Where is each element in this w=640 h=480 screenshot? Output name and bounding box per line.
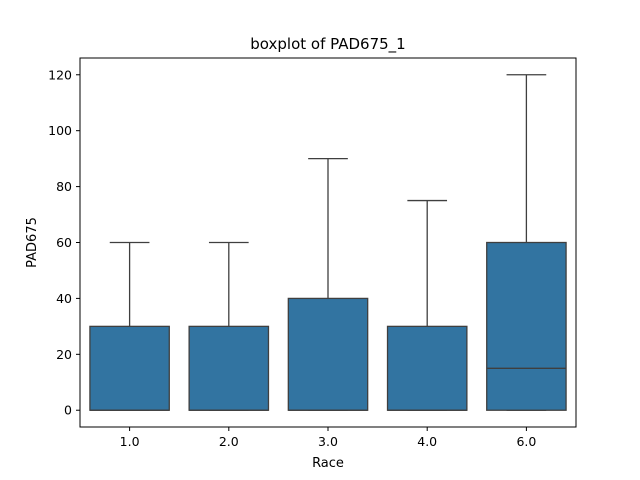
x-axis: 1.0 2.0 3.0 4.0 6.0 — [120, 427, 536, 449]
box — [486, 241, 567, 411]
y-axis-label: PAD675 — [25, 217, 40, 268]
x-axis-label: Race — [312, 456, 344, 471]
box — [386, 325, 468, 411]
x-tick-label: 3.0 — [318, 434, 338, 449]
box-group-3.0 — [287, 157, 369, 411]
y-tick-label: 60 — [56, 235, 72, 250]
y-tick-label: 0 — [64, 403, 72, 418]
box-group-1.0 — [89, 241, 170, 411]
box-group-6.0 — [486, 74, 567, 411]
box-group-2.0 — [188, 241, 270, 411]
x-tick-label: 2.0 — [219, 434, 239, 449]
x-tick-label: 6.0 — [516, 434, 536, 449]
y-tick-label: 80 — [56, 179, 72, 194]
x-tick-label: 1.0 — [120, 434, 140, 449]
y-tick-label: 40 — [56, 291, 72, 306]
box — [89, 325, 170, 411]
plot-area — [89, 74, 567, 411]
box-group-4.0 — [386, 199, 468, 411]
box — [287, 297, 369, 411]
x-tick-label: 4.0 — [417, 434, 437, 449]
box — [188, 325, 270, 411]
chart-title: boxplot of PAD675_1 — [250, 35, 405, 54]
y-tick-label: 100 — [48, 123, 72, 138]
y-axis: 0 20 40 60 80 100 120 — [48, 67, 80, 418]
y-tick-label: 120 — [48, 67, 72, 82]
y-tick-label: 20 — [56, 347, 72, 362]
